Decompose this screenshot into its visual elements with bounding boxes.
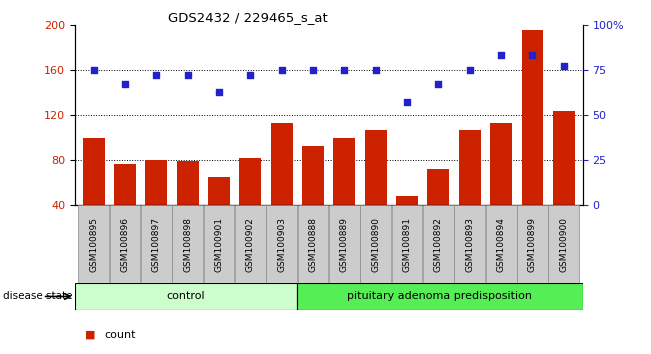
Bar [459,130,481,205]
Point [214,89,224,95]
Bar [297,283,583,310]
Point [182,73,193,78]
Text: GSM100890: GSM100890 [371,217,380,272]
Bar [78,205,109,283]
Text: count: count [104,330,135,339]
Text: control: control [167,291,205,302]
Bar [240,158,261,205]
Bar [486,205,516,283]
Point [559,63,569,69]
Bar [302,145,324,205]
Text: GSM100896: GSM100896 [120,217,130,272]
Bar [396,196,418,205]
Bar [392,205,422,283]
Point [339,67,350,73]
Text: disease state: disease state [3,291,73,302]
Bar [176,161,199,205]
Text: GSM100901: GSM100901 [215,217,223,272]
Point [120,81,130,87]
Bar [521,30,544,205]
Point [308,67,318,73]
Bar [298,205,329,283]
Bar [549,205,579,283]
Bar [333,138,355,205]
Point [465,67,475,73]
Point [370,67,381,73]
Bar [173,205,203,283]
Bar [553,110,575,205]
Point [402,99,412,105]
Bar [109,205,141,283]
Point [527,53,538,58]
Bar [454,205,485,283]
Bar [361,205,391,283]
Bar [423,205,454,283]
Bar [271,123,293,205]
Bar [235,205,266,283]
Point [277,67,287,73]
Bar [329,205,360,283]
Point [151,73,161,78]
Text: GSM100891: GSM100891 [402,217,411,272]
Point [434,81,444,87]
Text: GSM100889: GSM100889 [340,217,349,272]
Text: GSM100898: GSM100898 [183,217,192,272]
Text: GSM100900: GSM100900 [559,217,568,272]
Text: GSM100894: GSM100894 [497,217,506,272]
Text: GSM100897: GSM100897 [152,217,161,272]
Text: pituitary adenoma predisposition: pituitary adenoma predisposition [348,291,533,302]
Bar [208,177,230,205]
Bar [75,283,297,310]
Bar [83,138,105,205]
Bar [517,205,548,283]
Bar [141,205,172,283]
Text: GSM100899: GSM100899 [528,217,537,272]
Text: GDS2432 / 229465_s_at: GDS2432 / 229465_s_at [167,11,327,24]
Point [496,53,506,58]
Text: GSM100893: GSM100893 [465,217,475,272]
Text: GSM100902: GSM100902 [246,217,255,272]
Bar [114,164,136,205]
Text: GSM100892: GSM100892 [434,217,443,272]
Point [245,73,256,78]
Bar [428,169,449,205]
Bar [266,205,297,283]
Bar [365,130,387,205]
Bar [145,160,167,205]
Point [89,67,99,73]
Text: ■: ■ [85,330,95,339]
Text: GSM100903: GSM100903 [277,217,286,272]
Bar [204,205,234,283]
Text: GSM100895: GSM100895 [89,217,98,272]
Text: GSM100888: GSM100888 [309,217,318,272]
Bar [490,123,512,205]
